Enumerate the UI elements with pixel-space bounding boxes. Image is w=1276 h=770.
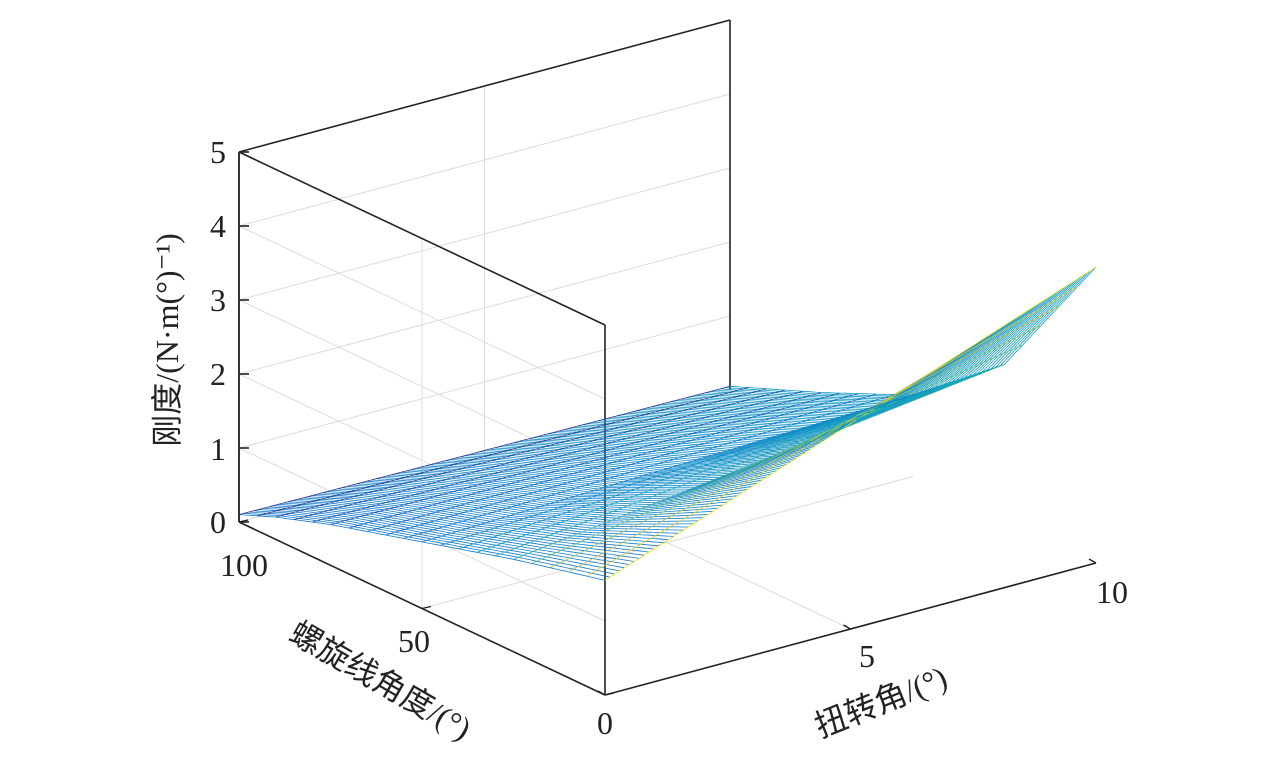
surface-line — [312, 390, 804, 523]
surface-line — [568, 305, 1060, 573]
surface-line — [495, 370, 987, 557]
surface-line — [348, 392, 840, 529]
x-tick — [597, 690, 606, 696]
surface-line — [275, 388, 767, 518]
surface-line — [238, 385, 731, 515]
axis-edge — [238, 151, 606, 326]
z-tick-label: 1 — [210, 431, 226, 467]
front-axes — [238, 152, 1097, 696]
surface-line — [421, 394, 914, 543]
z-tick-label: 2 — [210, 356, 226, 392]
z-tick-label: 5 — [210, 134, 226, 170]
x-tick — [1088, 558, 1097, 564]
grid-line — [421, 476, 914, 609]
surface-line — [549, 325, 1042, 569]
surface-line — [293, 389, 786, 520]
y-tick-labels: 100 50 — [220, 547, 430, 659]
back-grid — [238, 19, 914, 696]
surface-line — [257, 387, 749, 517]
x-tick — [843, 624, 851, 630]
x-axis-label: 扭转角/(°) — [810, 659, 952, 744]
z-tick-label: 3 — [210, 282, 226, 318]
axis-edge — [238, 19, 731, 153]
z-axis-label: 刚度/(N·m(°)⁻¹) — [149, 233, 185, 446]
y-axis-label: 螺旋线角度/(°) — [284, 614, 478, 747]
surface-line — [366, 393, 859, 532]
x-tick-label: 5 — [859, 638, 875, 674]
y-tick — [421, 605, 432, 610]
x-tick-labels: 0 5 10 — [597, 574, 1128, 741]
y-tick — [238, 519, 249, 523]
surface-line — [440, 388, 932, 546]
surface-line — [458, 382, 950, 550]
surface-line — [476, 376, 969, 553]
surface-line — [604, 266, 1097, 581]
x-tick-label: 10 — [1096, 574, 1128, 610]
surface-mesh — [238, 266, 1097, 581]
surface-line — [586, 286, 1078, 577]
surface-line — [330, 392, 822, 525]
x-tick-label: 0 — [597, 705, 613, 741]
y-tick-label: 50 — [398, 623, 430, 659]
surface-line — [513, 364, 1005, 560]
surface-line — [725, 269, 1092, 398]
y-tick-label: 100 — [220, 547, 268, 583]
z-tick-label: 0 — [210, 504, 226, 540]
y-tick — [604, 692, 615, 696]
tick-marks — [238, 151, 1097, 696]
surface-line — [729, 266, 1097, 396]
z-tick-labels: 0 1 2 3 4 5 — [210, 134, 226, 540]
z-tick-label: 4 — [210, 208, 226, 244]
surface-line — [403, 394, 895, 539]
surface-line — [385, 393, 877, 536]
